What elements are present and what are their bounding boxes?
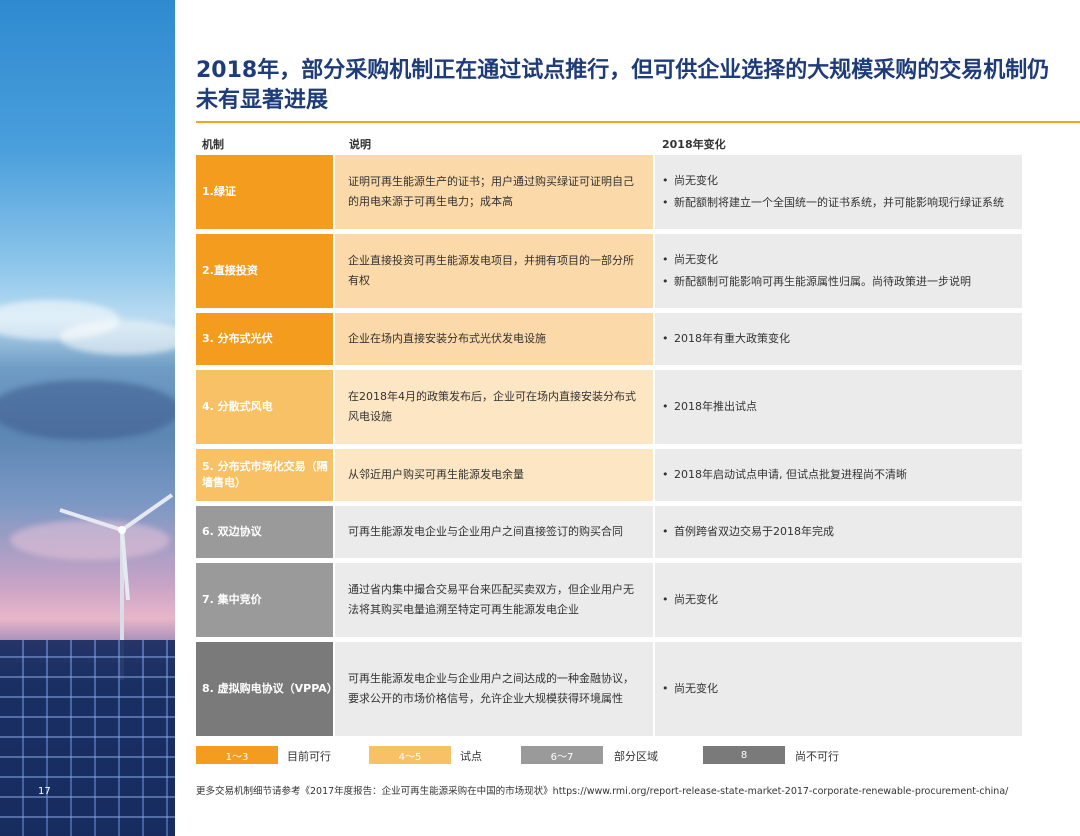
- mechanism-cell: 3. 分布式光伏: [196, 313, 333, 365]
- header-description: 说明: [349, 138, 371, 151]
- changes-cell: 尚无变化新配额制可能影响可再生能源属性归属。尚待政策进一步说明: [655, 234, 1022, 308]
- description-cell: 通过省内集中撮合交易平台来匹配买卖双方，但企业用户无法将其购买电量追溯至特定可再…: [335, 563, 653, 637]
- changes-cell: 2018年推出试点: [655, 370, 1022, 444]
- page-title: 2018年，部分采购机制正在通过试点推行，但可供企业选择的大规模采购的交易机制仍…: [196, 58, 1050, 113]
- change-item: 2018年推出试点: [662, 396, 757, 418]
- table-row: 5. 分布式市场化交易（隔墙售电） 从邻近用户购买可再生能源发电余量 2018年…: [196, 449, 1022, 501]
- changes-cell: 2018年启动试点申请, 但试点批复进程尚不清晰: [655, 449, 1022, 501]
- description-cell: 证明可再生能源生产的证书；用户通过购买绿证可证明自己的用电来源于可再生电力；成本…: [335, 155, 653, 229]
- legend-swatch: 8: [703, 746, 785, 764]
- header-mechanism: 机制: [202, 138, 224, 151]
- changes-cell: 尚无变化: [655, 563, 1022, 637]
- change-item: 尚无变化: [662, 589, 718, 611]
- legend-swatch: 4～5: [369, 746, 451, 764]
- description-cell: 可再生能源发电企业与企业用户之间直接签订的购买合同: [335, 506, 653, 558]
- table-row: 1.绿证 证明可再生能源生产的证书；用户通过购买绿证可证明自己的用电来源于可再生…: [196, 155, 1022, 229]
- mechanism-cell: 4. 分散式风电: [196, 370, 333, 444]
- change-item: 新配额制将建立一个全国统一的证书系统，并可能影响现行绿证系统: [662, 192, 1004, 214]
- title-divider: [196, 121, 1080, 123]
- mechanism-cell: 6. 双边协议: [196, 506, 333, 558]
- table-row: 7. 集中竞价 通过省内集中撮合交易平台来匹配买卖双方，但企业用户无法将其购买电…: [196, 563, 1022, 637]
- table-row: 8. 虚拟购电协议（VPPA） 可再生能源发电企业与企业用户之间达成的一种金融协…: [196, 642, 1022, 736]
- table-row: 3. 分布式光伏 企业在场内直接安装分布式光伏发电设施 2018年有重大政策变化: [196, 313, 1022, 365]
- changes-cell: 尚无变化新配额制将建立一个全国统一的证书系统，并可能影响现行绿证系统: [655, 155, 1022, 229]
- mechanism-cell: 1.绿证: [196, 155, 333, 229]
- description-cell: 企业直接投资可再生能源发电项目，并拥有项目的一部分所有权: [335, 234, 653, 308]
- wind-turbine-icon: [59, 493, 174, 680]
- changes-cell: 尚无变化: [655, 642, 1022, 736]
- cover-photo: 17: [0, 0, 175, 836]
- mechanism-cell: 5. 分布式市场化交易（隔墙售电）: [196, 449, 333, 501]
- change-item: 2018年启动试点申请, 但试点批复进程尚不清晰: [662, 464, 907, 486]
- change-item: 尚无变化: [662, 678, 718, 700]
- table-row: 2.直接投资 企业直接投资可再生能源发电项目，并拥有项目的一部分所有权 尚无变化…: [196, 234, 1022, 308]
- header-changes: 2018年变化: [662, 138, 726, 151]
- mechanism-cell: 2.直接投资: [196, 234, 333, 308]
- description-cell: 在2018年4月的政策发布后，企业可在场内直接安装分布式风电设施: [335, 370, 653, 444]
- change-item: 尚无变化: [662, 249, 971, 271]
- changes-cell: 首例跨省双边交易于2018年完成: [655, 506, 1022, 558]
- change-item: 新配额制可能影响可再生能源属性归属。尚待政策进一步说明: [662, 271, 971, 293]
- table-row: 4. 分散式风电 在2018年4月的政策发布后，企业可在场内直接安装分布式风电设…: [196, 370, 1022, 444]
- footer-note: 更多交易机制细节请参考《2017年度报告：企业可再生能源采购在中国的市场现状》h…: [196, 786, 1009, 797]
- page-number: 17: [38, 786, 51, 797]
- description-cell: 可再生能源发电企业与企业用户之间达成的一种金融协议，要求公开的市场价格信号，允许…: [335, 642, 653, 736]
- legend-swatch: 6～7: [521, 746, 603, 764]
- mechanism-cell: 8. 虚拟购电协议（VPPA）: [196, 642, 338, 736]
- mechanism-cell: 7. 集中竞价: [196, 563, 333, 637]
- legend-swatch: 1～3: [196, 746, 278, 764]
- changes-cell: 2018年有重大政策变化: [655, 313, 1022, 365]
- change-item: 2018年有重大政策变化: [662, 328, 790, 350]
- legend-label: 尚不可行: [795, 750, 839, 763]
- legend-label: 目前可行: [287, 750, 331, 763]
- table-row: 6. 双边协议 可再生能源发电企业与企业用户之间直接签订的购买合同 首例跨省双边…: [196, 506, 1022, 558]
- description-cell: 企业在场内直接安装分布式光伏发电设施: [335, 313, 653, 365]
- legend-label: 部分区域: [614, 750, 658, 763]
- description-cell: 从邻近用户购买可再生能源发电余量: [335, 449, 653, 501]
- legend-label: 试点: [460, 750, 482, 763]
- change-item: 尚无变化: [662, 170, 1004, 192]
- change-item: 首例跨省双边交易于2018年完成: [662, 521, 834, 543]
